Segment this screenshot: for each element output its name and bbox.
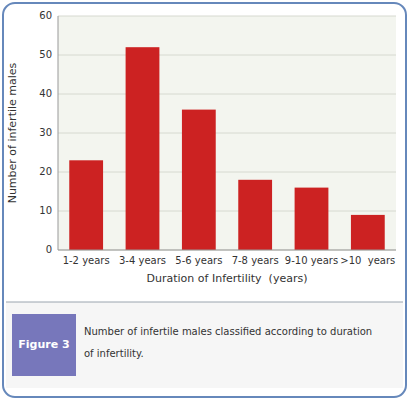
grid-line xyxy=(58,211,396,212)
y-axis-line xyxy=(58,16,59,250)
x-axis-title: Duration of Infertility (years) xyxy=(147,272,308,285)
chart-container: 0 10 20 30 40 50 60 1-2 years 3-4 years 5-6 years… xyxy=(0,0,409,400)
grid-line xyxy=(58,55,396,56)
y-axis-title: Number of infertile males xyxy=(6,62,19,203)
plot-background xyxy=(58,16,396,250)
y-tick-label: 60 xyxy=(39,10,52,21)
bar xyxy=(351,215,385,250)
grid-line xyxy=(58,250,396,251)
x-tick-label: 3-4 years xyxy=(119,255,166,266)
figure-label: Figure 3 xyxy=(18,338,69,351)
caption-divider xyxy=(6,302,403,303)
y-grid xyxy=(58,16,396,250)
bar xyxy=(295,188,329,250)
x-tick-label: 5-6 years xyxy=(175,255,222,266)
figure-label-box xyxy=(12,314,76,376)
y-tick-label: 50 xyxy=(39,49,52,60)
y-tick-label: 40 xyxy=(39,88,52,99)
y-tick-label: 30 xyxy=(39,127,52,138)
grid-line xyxy=(58,172,396,173)
bar xyxy=(126,47,160,250)
grid-line xyxy=(58,16,396,17)
x-tick-label: 9-10 years xyxy=(285,255,338,266)
caption-panel xyxy=(6,302,403,388)
grid-line xyxy=(58,133,396,134)
grid-line xyxy=(58,94,396,95)
bar xyxy=(238,180,272,250)
x-tick-label: 1-2 years xyxy=(63,255,110,266)
y-tick-label: 20 xyxy=(39,166,52,177)
caption-line: of infertility. xyxy=(84,348,144,359)
x-tick-label: 7-8 years xyxy=(232,255,279,266)
y-tick-label: 0 xyxy=(46,244,52,255)
bar xyxy=(182,110,216,250)
outer-border xyxy=(3,3,406,397)
x-axis-line xyxy=(58,250,396,251)
bar xyxy=(69,160,103,250)
y-tick-label: 10 xyxy=(39,205,52,216)
x-tick-label: >10 years xyxy=(340,255,395,266)
bars xyxy=(69,47,384,250)
caption-line: Number of infertile males classified acc… xyxy=(84,326,372,337)
chart-svg: 0 10 20 30 40 50 60 1-2 years 3-4 years 5-6 years… xyxy=(0,0,409,400)
